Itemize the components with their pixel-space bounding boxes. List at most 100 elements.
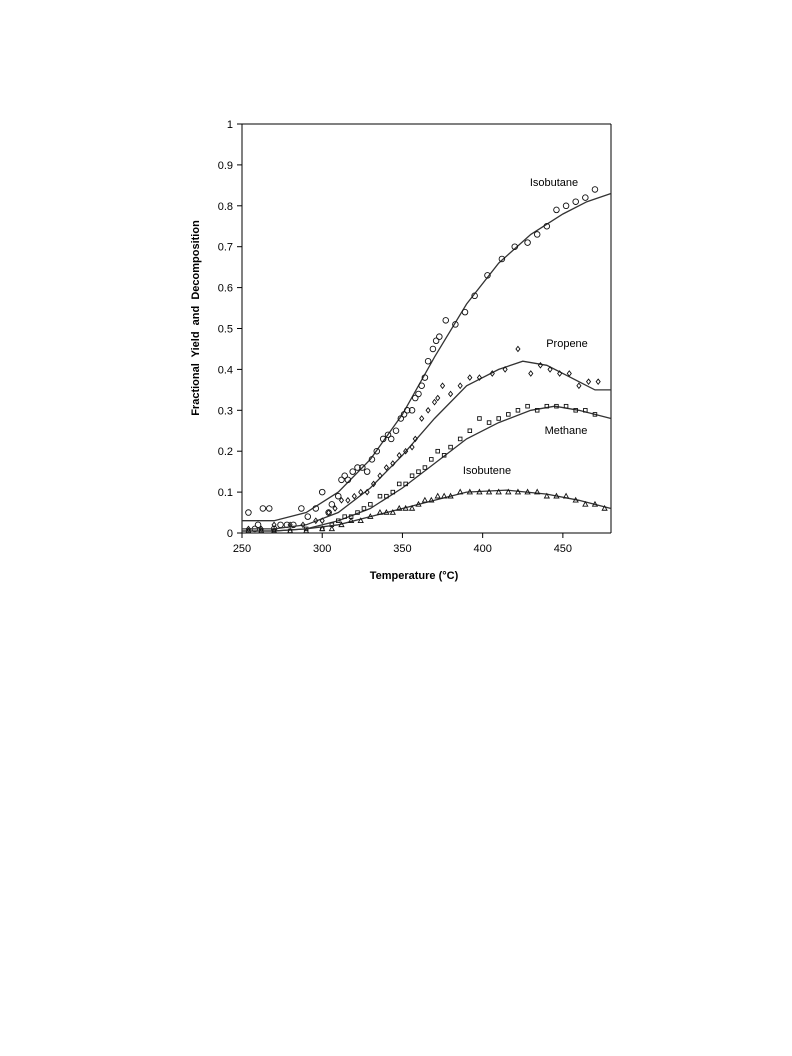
isobutane-point	[341, 472, 348, 479]
plot-area	[242, 186, 612, 534]
propene-point	[502, 366, 508, 373]
series-label-propene: Propene	[546, 338, 588, 350]
isobutane-point	[442, 317, 450, 324]
isobutane-point	[392, 427, 400, 435]
y-tick-label: 0.2	[218, 446, 233, 458]
isobutene-point	[457, 488, 464, 495]
propene-point	[390, 460, 396, 467]
propene-point	[332, 505, 338, 512]
isobutane-point	[354, 464, 361, 471]
propene-point	[431, 398, 438, 406]
isobutene-point	[466, 488, 473, 495]
propene-point	[377, 472, 383, 480]
isobutene-point	[286, 527, 294, 534]
methane-point	[342, 514, 347, 519]
isobutene-point	[328, 525, 336, 532]
methane-point	[409, 473, 415, 478]
methane-point	[534, 408, 540, 413]
isobutane-point	[266, 505, 273, 512]
propene-point	[358, 488, 364, 496]
propene-point	[528, 370, 534, 377]
isobutane-point	[452, 321, 459, 328]
y-tick-label: 0	[227, 528, 233, 540]
methane-point	[435, 448, 440, 454]
isobutane-point	[429, 345, 437, 353]
isobutane-point	[418, 382, 425, 390]
propene-point	[435, 394, 441, 402]
isobutane-point	[572, 198, 579, 205]
isobutane-point	[363, 468, 371, 475]
methane-point	[429, 457, 434, 462]
isobutane-point	[290, 521, 297, 529]
propene-point	[576, 382, 582, 390]
isobutane-point	[424, 357, 432, 365]
isobutane-point	[498, 255, 506, 263]
methane-point	[403, 481, 408, 487]
isobutane-point	[524, 239, 531, 246]
y-tick-label: 0.5	[218, 324, 233, 336]
y-tick-label: 0.7	[218, 242, 233, 254]
isobutene-point	[524, 488, 531, 495]
isobutane-point	[436, 333, 443, 340]
isobutane-point	[553, 206, 560, 214]
propene-point	[419, 415, 425, 422]
methane-point	[396, 481, 402, 487]
propene-point	[319, 517, 325, 525]
isobutane-point	[461, 308, 469, 316]
y-axis-title: Fractional Yield and Decomposition	[190, 220, 202, 416]
series-propene	[242, 345, 611, 533]
isobutene-point	[245, 527, 252, 534]
x-tick-label: 350	[393, 543, 411, 555]
x-axis-title: Temperature (°C)	[370, 570, 459, 582]
isobutene-point	[402, 504, 409, 511]
propene-point	[425, 406, 431, 414]
isobutene-point	[505, 488, 512, 495]
isobutane-point	[328, 501, 336, 508]
methane-point	[583, 408, 588, 413]
isobutane-point	[412, 394, 419, 402]
propene-point	[409, 443, 415, 451]
methane-point	[554, 403, 559, 409]
propene-point	[547, 366, 553, 373]
isobutene-point	[601, 504, 608, 511]
series-label-isobutene: Isobutene	[463, 465, 511, 477]
methane-point	[416, 469, 421, 474]
propene-point	[537, 361, 543, 369]
isobutane-point	[403, 407, 411, 414]
propene-point	[396, 451, 402, 459]
methane-point	[592, 412, 598, 417]
methane-point	[384, 493, 389, 499]
isobutene-point	[303, 527, 310, 534]
isobutane-point	[335, 492, 342, 500]
isobutene-point	[270, 527, 278, 534]
isobutene-point	[383, 509, 390, 515]
isobutane-point	[484, 272, 491, 279]
fit-line-isobutane	[242, 192, 612, 522]
isobutane-point	[312, 505, 320, 512]
methane-point	[355, 510, 360, 515]
propene-point	[447, 390, 454, 398]
fit-line-isobutene	[242, 489, 612, 532]
methane-point	[544, 403, 550, 409]
methane-point	[390, 489, 396, 495]
methane-point	[422, 465, 428, 470]
y-tick-label: 0.1	[218, 487, 233, 499]
propene-point	[457, 382, 463, 390]
series-label-methane: Methane	[545, 425, 588, 437]
methane-point	[477, 416, 482, 421]
isobutene-point	[485, 488, 493, 495]
isobutene-point	[495, 488, 502, 495]
y-tick-label: 1	[227, 119, 233, 131]
isobutane-point	[277, 521, 284, 529]
propene-point	[595, 378, 601, 386]
isobutane-point	[298, 505, 305, 512]
methane-point	[361, 506, 367, 511]
isobutene-point	[319, 525, 326, 532]
methane-point	[486, 420, 492, 425]
y-tick-label: 0.3	[218, 405, 233, 417]
propene-point	[313, 517, 319, 525]
propene-point	[326, 509, 332, 516]
isobutane-point	[384, 431, 392, 439]
isobutane-point	[471, 292, 478, 300]
